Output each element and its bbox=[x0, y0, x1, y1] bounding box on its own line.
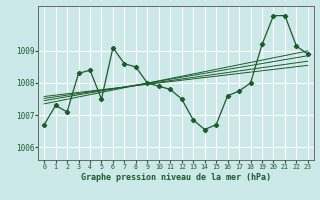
X-axis label: Graphe pression niveau de la mer (hPa): Graphe pression niveau de la mer (hPa) bbox=[81, 173, 271, 182]
